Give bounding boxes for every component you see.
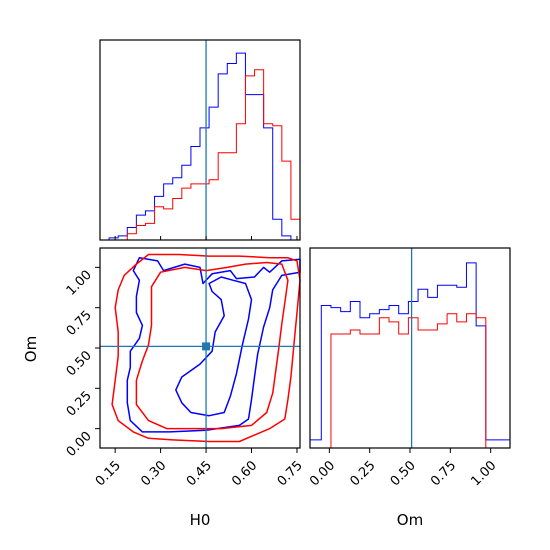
contour-blue-outer [126,256,301,433]
h0-tick-label-1: 0.15 [93,458,124,489]
h0-histogram-frame [99,39,301,241]
truth-marker [202,342,211,351]
om-y-tick-label-1: 0.00 [64,429,95,460]
om-x-tick-label-5: 1.00 [468,458,499,489]
h0-tick-label-5: 0.75 [275,458,306,489]
histogram-om-panel: 0.00 0.25 0.50 0.75 1.00 [307,247,511,489]
h0-tick-label-4: 0.60 [229,458,260,489]
histogram-h0-panel [99,39,301,241]
joint-contour-panel: 0.15 0.30 0.45 0.60 0.75 0.00 0.25 0.50 0.75 1.00 [64,247,306,489]
om-histogram-series-1 [309,262,511,448]
om-y-tick-label-4: 0.75 [64,308,95,339]
contour-red-inner [135,261,289,430]
y-axis-label-om: Om [22,336,40,362]
x-axis-label-h0: H0 [190,511,211,529]
om-x-tick-label-1: 0.00 [307,458,338,489]
om-x-tick-label-4: 0.75 [428,458,459,489]
h0-tick-label-3: 0.45 [184,458,215,489]
om-x-tick-label-2: 0.25 [347,458,378,489]
om-histogram-series-2 [310,313,510,449]
om-y-tick-label-2: 0.25 [64,389,95,420]
h0-histogram-series-2 [100,69,301,241]
contour-red-outer [111,253,301,443]
contour-blue-inner [175,276,253,417]
om-y-tick-label-5: 1.00 [64,268,95,299]
om-histogram-frame [309,247,511,449]
om-y-tick-label-3: 0.50 [64,348,95,379]
om-x-tick-label-3: 0.50 [388,458,419,489]
h0-histogram-series-1 [100,52,300,241]
x-axis-label-om: Om [397,511,423,529]
h0-tick-label-2: 0.30 [138,458,169,489]
